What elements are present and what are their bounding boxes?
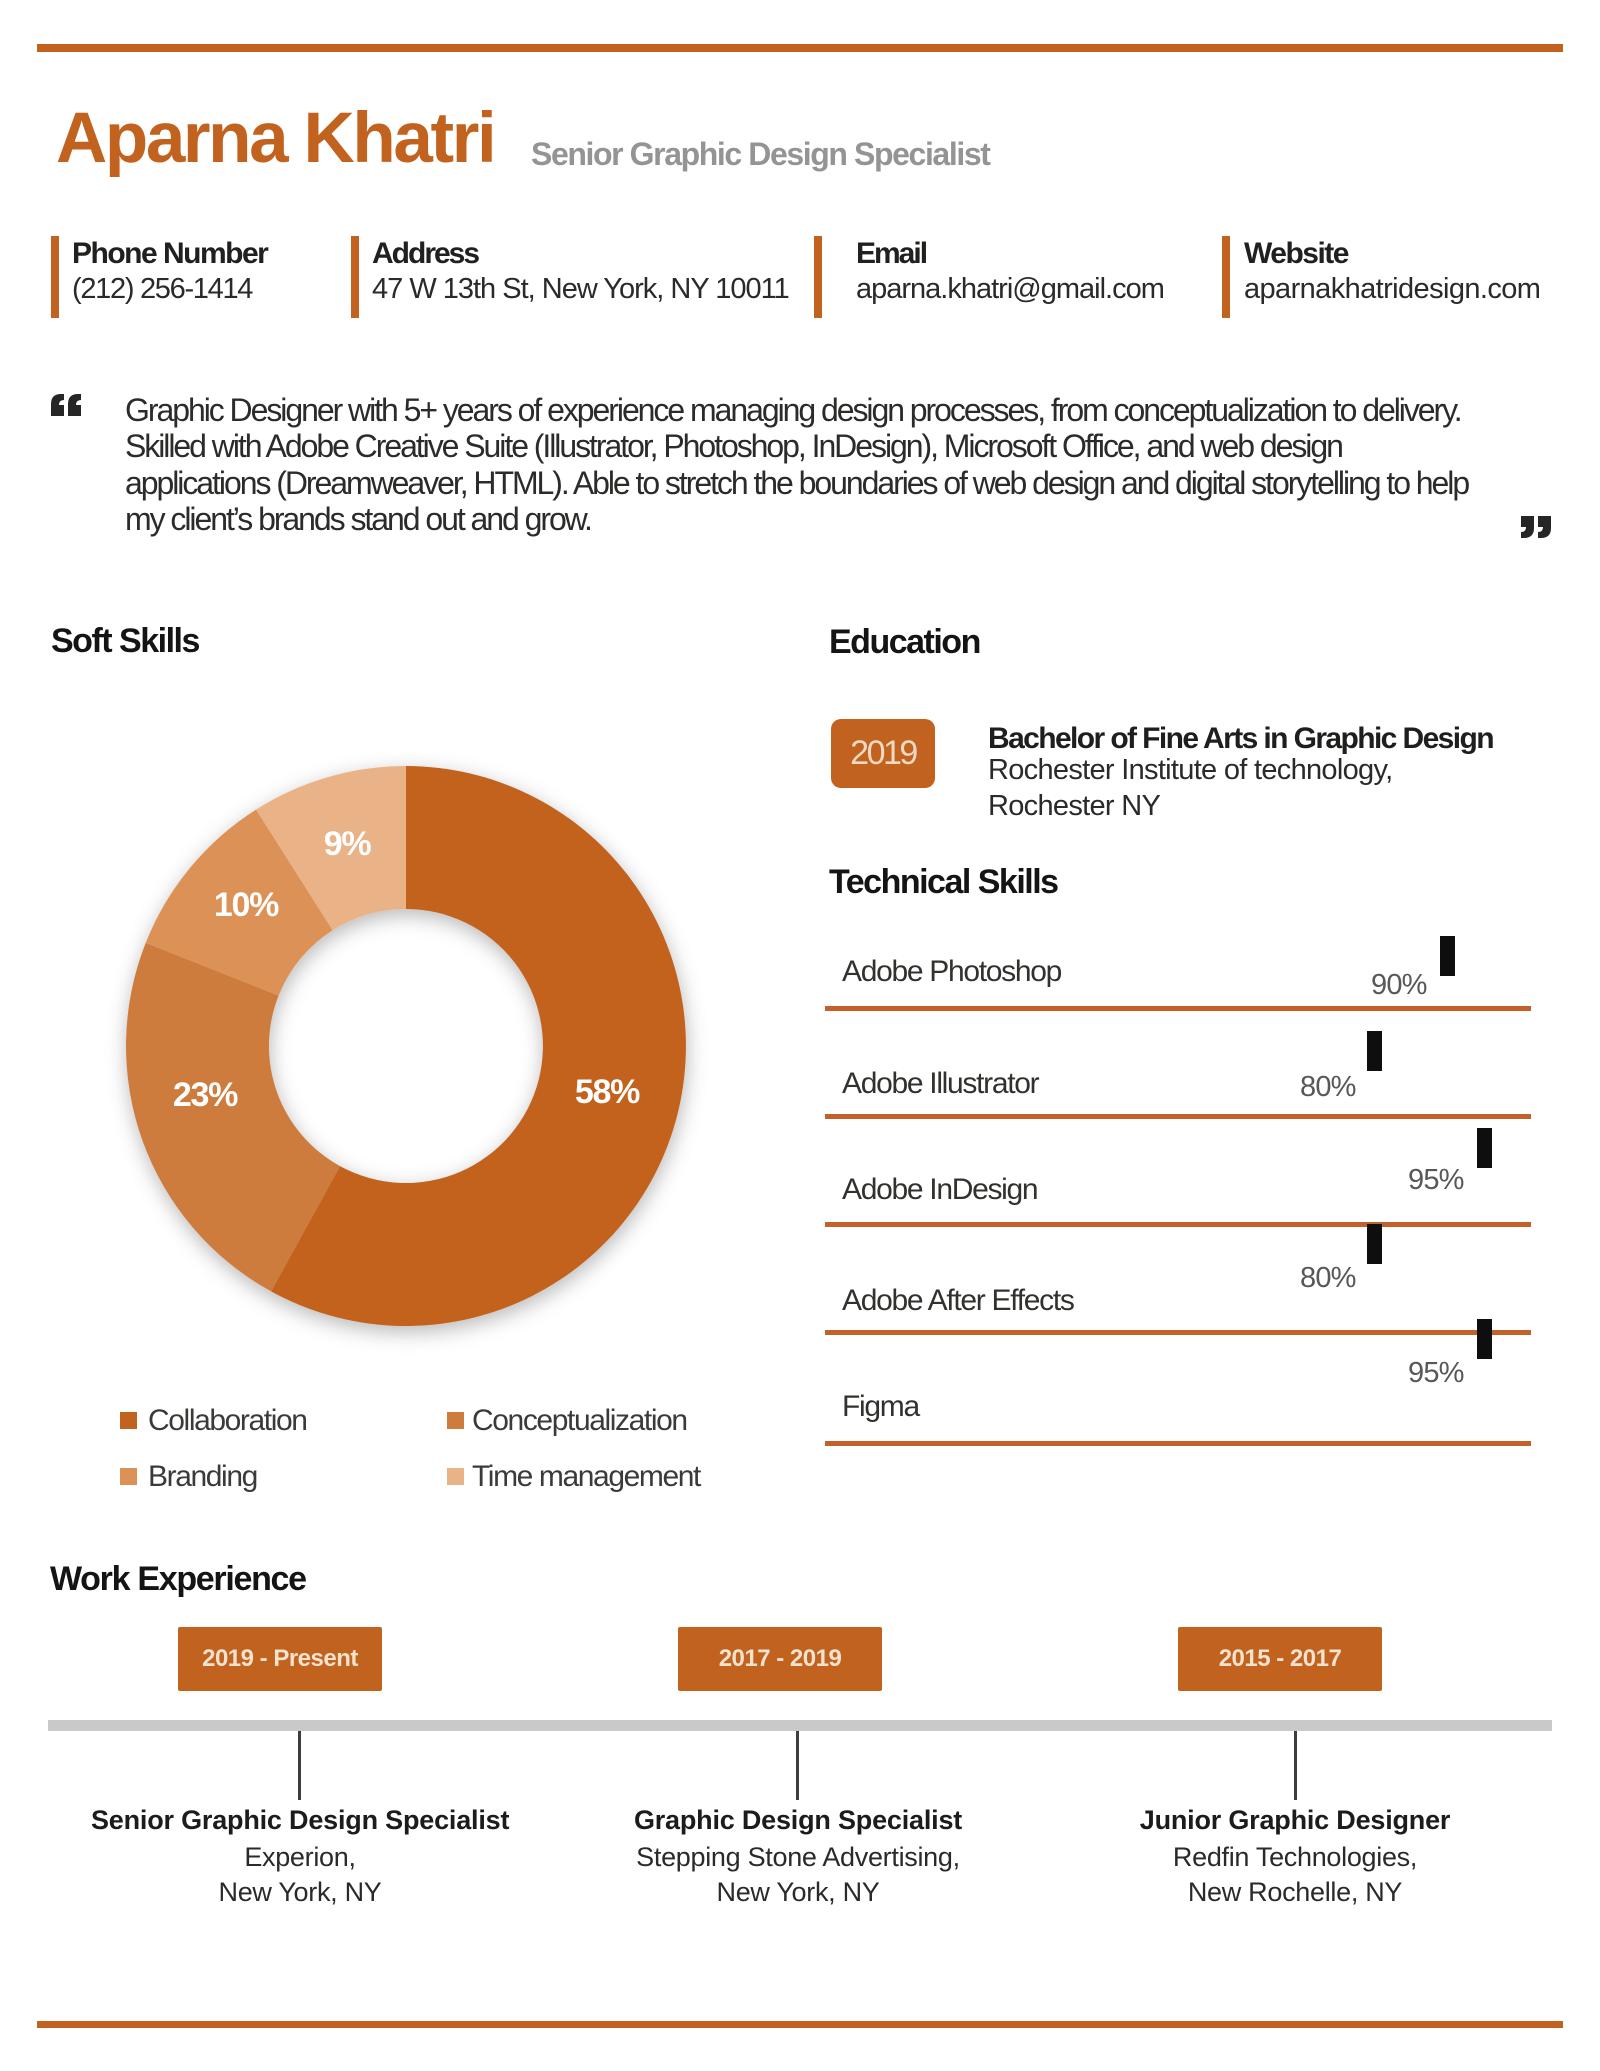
svg-text:9%: 9% bbox=[324, 825, 372, 863]
svg-text:58%: 58% bbox=[575, 1073, 640, 1111]
svg-text:23%: 23% bbox=[173, 1076, 238, 1114]
svg-text:10%: 10% bbox=[214, 886, 279, 924]
